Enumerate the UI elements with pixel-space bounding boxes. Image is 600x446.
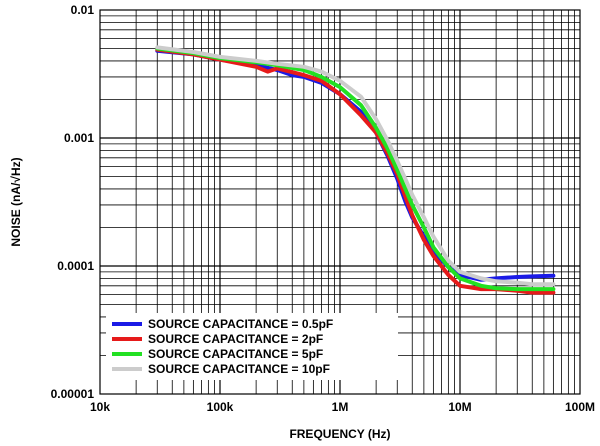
x-tick-label: 10M [448, 400, 471, 414]
legend-label-3: SOURCE CAPACITANCE = 5pF [148, 347, 323, 361]
y-tick-label: 0.001 [64, 131, 94, 145]
legend-box [106, 313, 398, 380]
x-axis-label: FREQUENCY (Hz) [289, 427, 390, 441]
legend-label-4: SOURCE CAPACITANCE = 10pF [148, 362, 330, 376]
legend-label-2: SOURCE CAPACITANCE = 2pF [148, 332, 323, 346]
plot-frame [99, 9, 581, 395]
y-tick-labels: 0.00001 0.0001 0.001 0.01 [51, 3, 95, 401]
y-axis-label: NOISE (nA/√Hz) [9, 157, 23, 246]
y-tick-label: 0.01 [71, 3, 95, 17]
x-tick-label: 100M [565, 400, 595, 414]
x-tick-labels: 10k 100k 1M 10M 100M [90, 400, 595, 414]
series-line-4 [155, 45, 556, 287]
series-lines [155, 45, 556, 295]
y-tick-label: 0.0001 [57, 259, 94, 273]
x-tick-label: 10k [90, 400, 110, 414]
legend-label-1: SOURCE CAPACITANCE = 0.5pF [148, 317, 333, 331]
y-tick-label: 0.00001 [51, 387, 95, 401]
x-tick-label: 100k [207, 400, 234, 414]
x-tick-label: 1M [332, 400, 349, 414]
